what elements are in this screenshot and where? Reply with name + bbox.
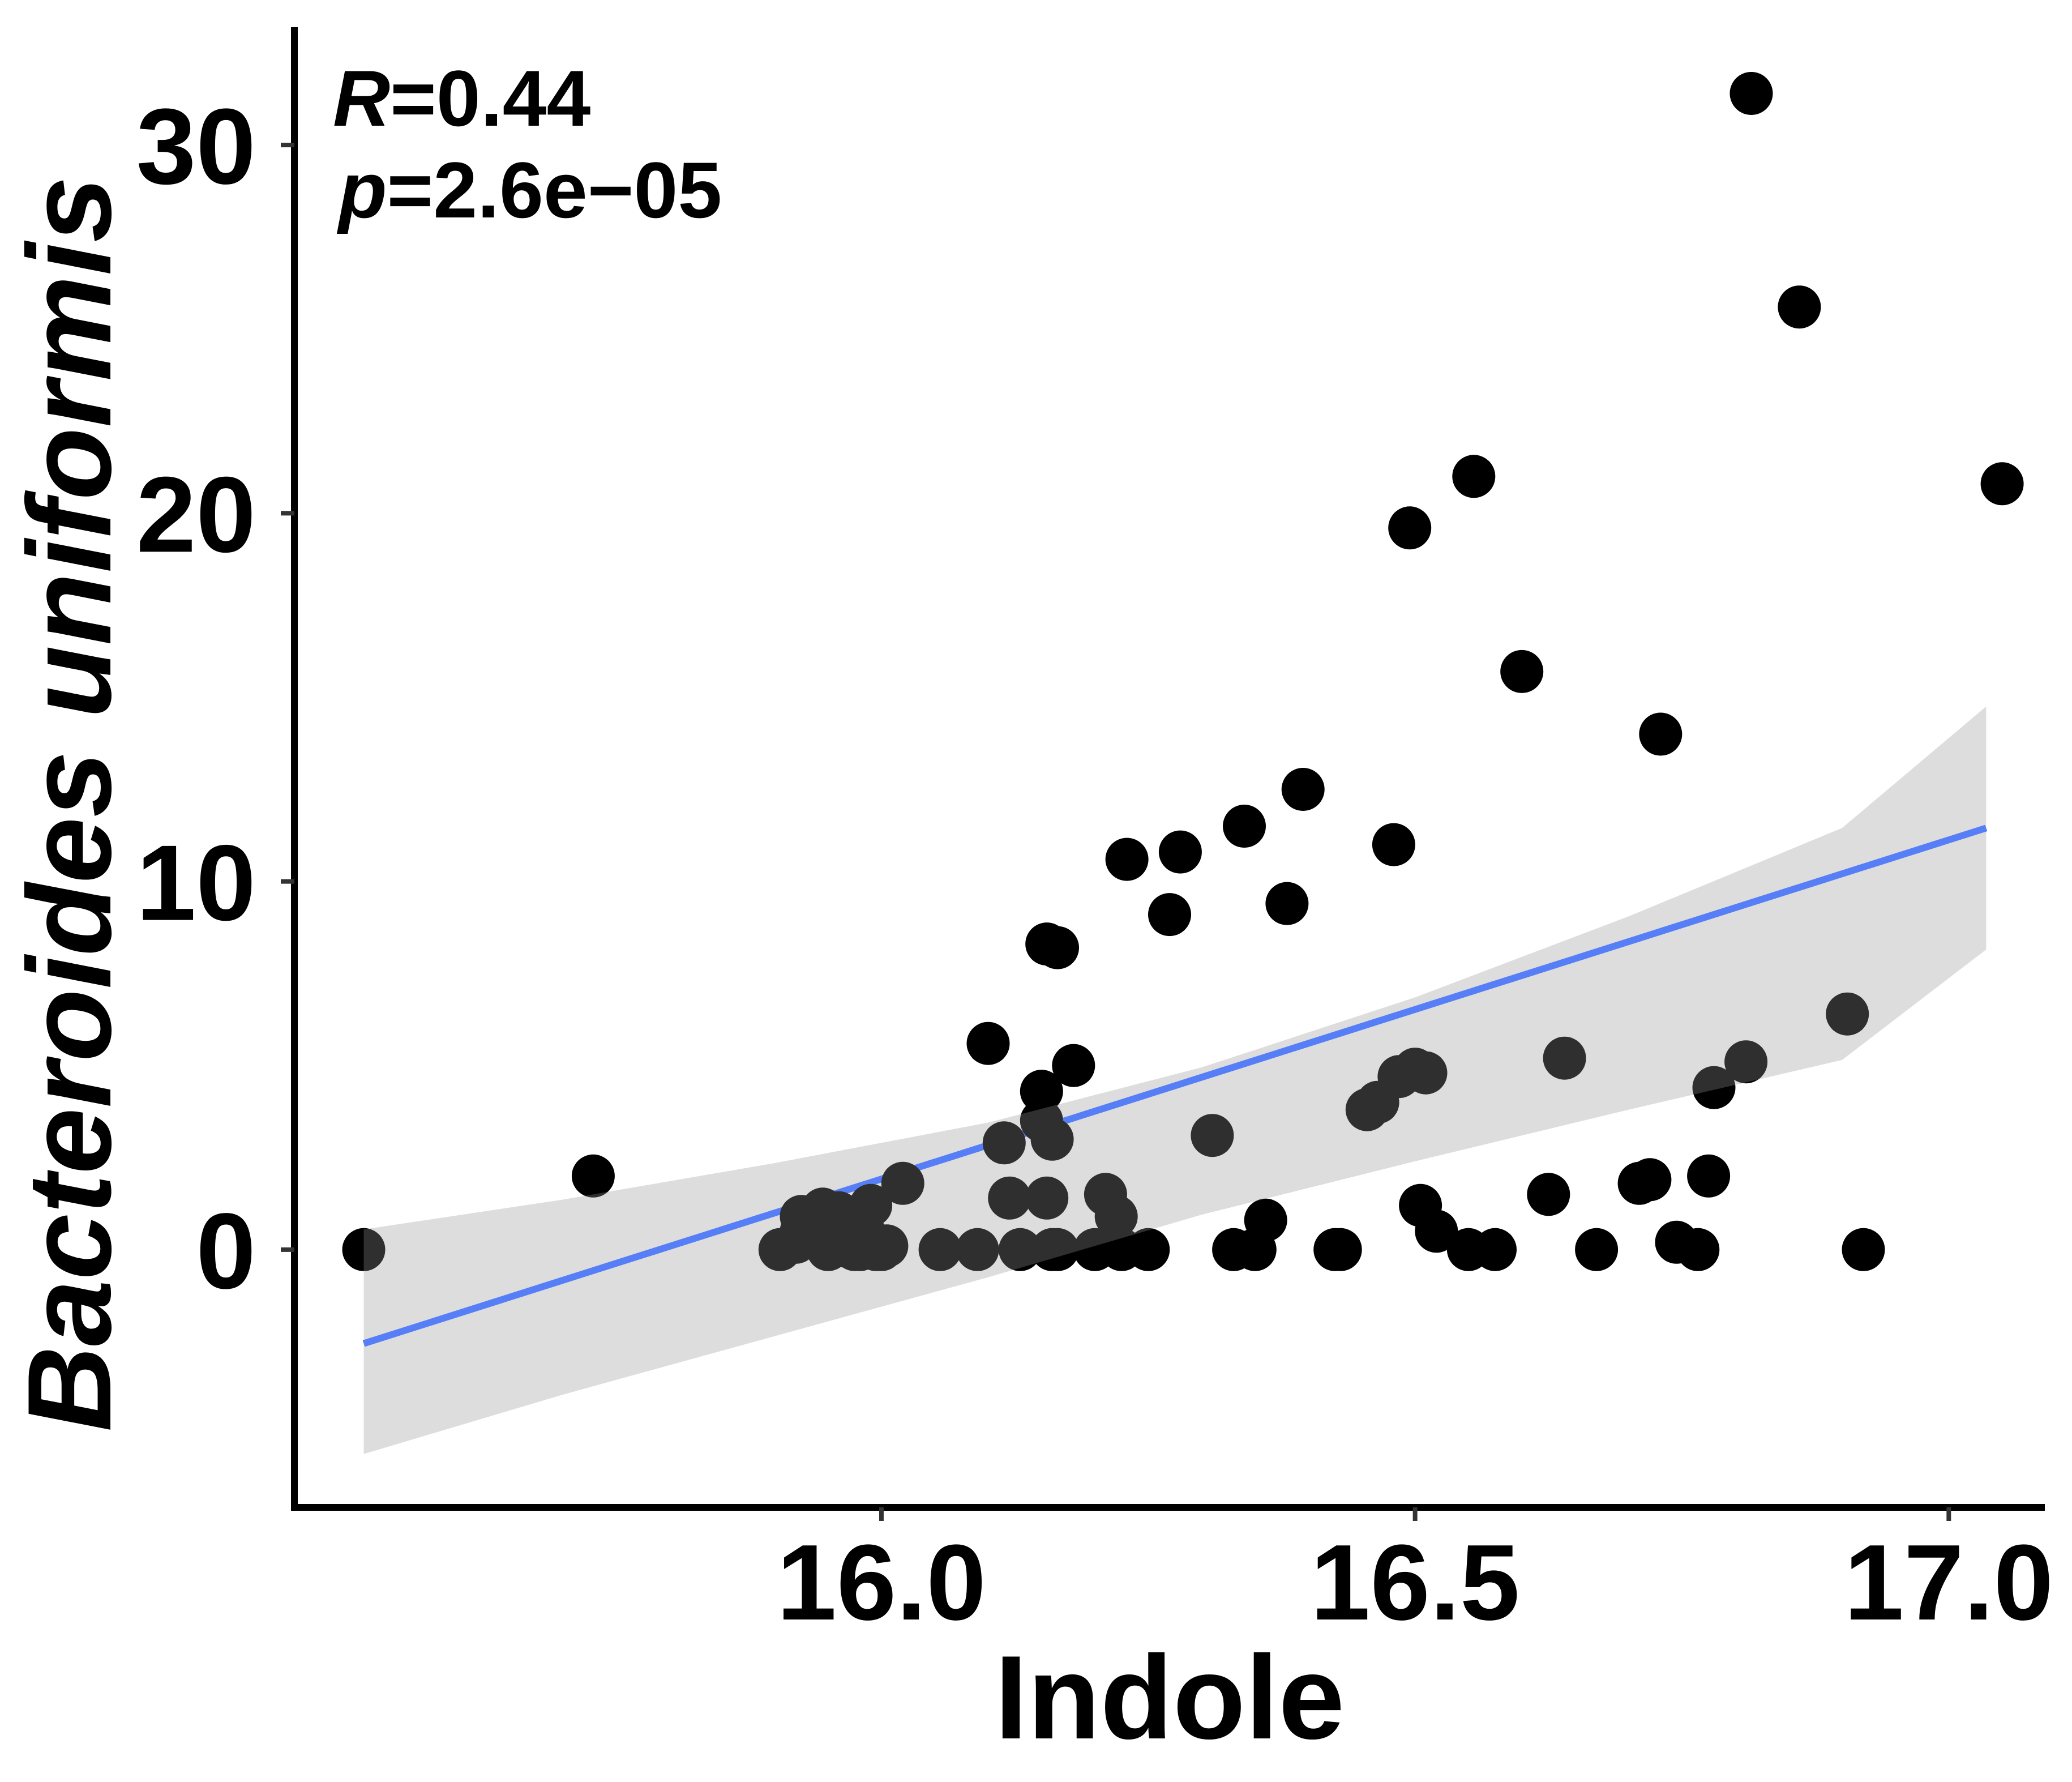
data-point xyxy=(1778,285,1821,329)
x-axis-title: Indole xyxy=(995,1631,1345,1764)
data-point xyxy=(1676,1228,1720,1271)
data-point xyxy=(1127,1228,1170,1271)
data-point xyxy=(1474,1228,1517,1271)
data-point xyxy=(1025,1176,1069,1220)
data-point xyxy=(1265,882,1309,925)
data-point xyxy=(1692,1066,1736,1109)
x-axis-ticks: 16.0 16.5 17.0 xyxy=(777,1507,2053,1643)
regression-line-layer xyxy=(362,824,1988,1347)
data-point xyxy=(1281,768,1325,811)
data-point xyxy=(988,1176,1031,1220)
y-axis-title: Bacteroides uniformis xyxy=(3,176,136,1431)
data-point xyxy=(956,1228,999,1271)
data-point xyxy=(1244,1198,1287,1242)
data-point xyxy=(982,1121,1026,1165)
r-value: =0.44 xyxy=(390,54,590,143)
data-point xyxy=(1036,926,1079,969)
data-point xyxy=(1030,1117,1074,1161)
y-tick-label: 30 xyxy=(136,87,256,207)
p-label: p xyxy=(336,146,387,234)
x-tick-label: 17.0 xyxy=(1844,1523,2053,1643)
data-point xyxy=(999,1228,1042,1271)
data-point xyxy=(1191,1114,1234,1157)
data-point xyxy=(1842,1228,1885,1271)
data-point xyxy=(1687,1154,1731,1198)
data-point xyxy=(918,1228,962,1271)
data-point xyxy=(881,1161,924,1205)
data-point xyxy=(1628,1158,1672,1202)
p-value-annotation: p=2.6e−05 xyxy=(336,146,722,234)
data-point xyxy=(849,1183,893,1227)
data-point xyxy=(1148,893,1191,937)
data-point xyxy=(1826,992,1869,1036)
data-point xyxy=(1729,72,1773,115)
regression-line xyxy=(362,824,1988,1347)
data-point xyxy=(1500,649,1544,693)
data-point xyxy=(571,1154,615,1198)
y-tick-label: 10 xyxy=(136,823,256,943)
data-point xyxy=(1980,462,2024,506)
data-point xyxy=(1388,506,1432,550)
correlation-annotation: R=0.44 xyxy=(333,54,590,143)
data-point xyxy=(1639,712,1683,756)
data-point xyxy=(1105,837,1149,881)
data-point xyxy=(1318,1228,1362,1271)
data-point xyxy=(1724,1040,1768,1084)
data-point xyxy=(1036,1228,1079,1271)
r-label: R xyxy=(333,54,390,143)
y-axis-ticks: 0 10 20 30 xyxy=(136,87,294,1311)
p-value: =2.6e−05 xyxy=(387,146,722,234)
data-point xyxy=(1020,1070,1063,1113)
x-tick-label: 16.0 xyxy=(777,1523,986,1643)
data-point xyxy=(1575,1228,1619,1271)
data-point xyxy=(1452,455,1496,498)
x-tick-label: 16.5 xyxy=(1311,1523,1520,1643)
data-points-layer xyxy=(342,72,2024,1454)
data-point xyxy=(865,1224,909,1268)
data-point xyxy=(1543,1036,1586,1080)
data-point xyxy=(1372,823,1415,866)
confidence-band-overlay xyxy=(363,706,1987,1454)
y-tick-label: 20 xyxy=(136,455,256,575)
data-point xyxy=(1094,1195,1138,1238)
y-tick-label: 0 xyxy=(196,1191,256,1311)
data-point xyxy=(342,1228,386,1271)
data-point xyxy=(1052,1044,1095,1087)
data-point xyxy=(1527,1173,1570,1216)
data-point xyxy=(1223,805,1266,848)
data-point xyxy=(1415,1210,1458,1253)
data-point xyxy=(966,1022,1010,1065)
data-point xyxy=(1404,1051,1448,1095)
data-point xyxy=(1158,830,1202,874)
